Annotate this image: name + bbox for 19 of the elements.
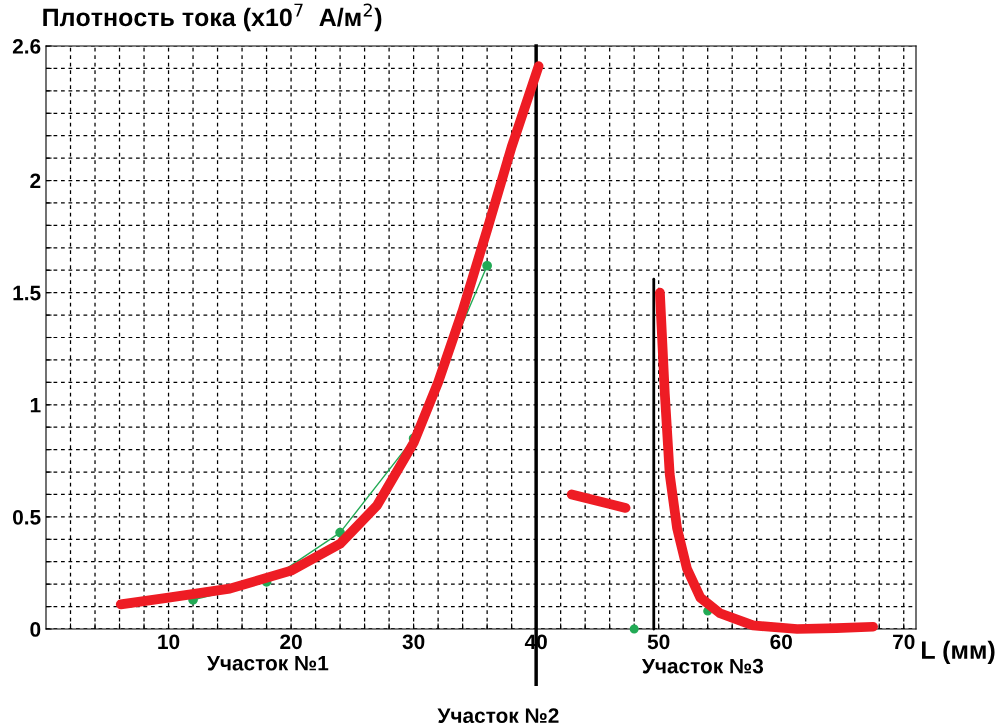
y-tick-label: 0.5 <box>13 509 41 525</box>
y-tick-label: 2 <box>30 173 41 189</box>
y-tick-label: 1.5 <box>13 285 41 301</box>
x-axis-title: L (мм) <box>922 640 995 664</box>
x-tick-label: 50 <box>647 634 670 650</box>
y-tick-label: 0 <box>30 622 41 637</box>
text: Участок №3 <box>641 658 764 674</box>
y-tick-label: 2.6 <box>12 39 41 54</box>
point <box>629 624 639 634</box>
text: Участок №2 <box>437 708 559 724</box>
x-tick-label: 10 <box>158 634 180 650</box>
x-tick-label: 20 <box>280 634 302 650</box>
y-axis-title: Плотность тока (x10$^{7}$ A/м$^{2}$) <box>43 3 382 32</box>
y-tick-label: 1 <box>30 397 41 413</box>
point <box>482 260 492 271</box>
x-tick-label: 70 <box>893 634 915 650</box>
x-tick-label: 60 <box>770 634 792 650</box>
text: Участок №1 <box>206 656 329 671</box>
x-tick-label: 30 <box>402 634 425 650</box>
